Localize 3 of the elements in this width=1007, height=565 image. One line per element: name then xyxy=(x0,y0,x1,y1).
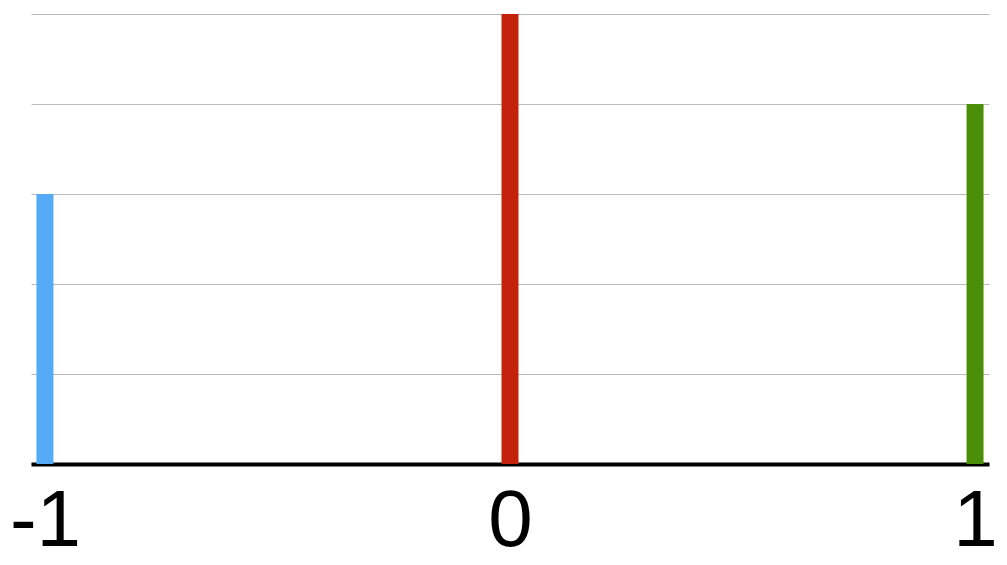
x-tick-label: 0 xyxy=(488,473,533,563)
x-tick-label: -1 xyxy=(9,473,82,563)
x-tick-label: 1 xyxy=(953,473,998,563)
